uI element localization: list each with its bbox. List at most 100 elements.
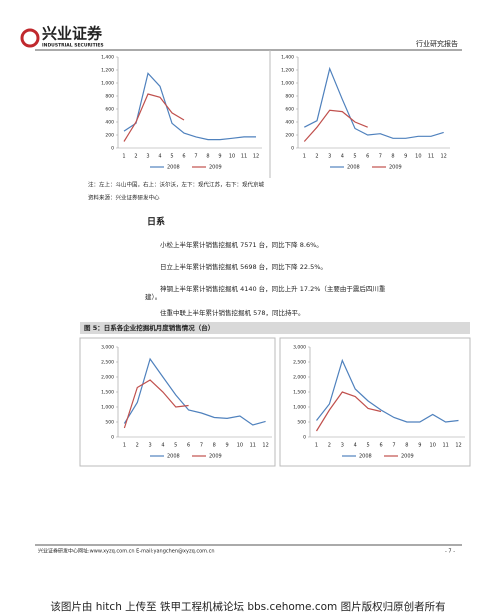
series-line (123, 357, 266, 426)
series-line (304, 66, 444, 139)
x-tick-label: 4 (354, 443, 357, 449)
logo-mark (20, 28, 40, 48)
y-tick-label: 200 (285, 133, 294, 139)
x-tick-label: 11 (428, 154, 434, 160)
report-type: 行业研究报告 (416, 39, 458, 48)
x-tick-label: 2 (136, 443, 139, 449)
x-tick-label: 2 (315, 154, 318, 160)
y-tick-label: 1,400 (101, 55, 114, 61)
x-tick-label: 10 (229, 154, 235, 160)
y-tick-label: 400 (105, 120, 114, 126)
x-tick-label: 8 (405, 443, 408, 449)
x-tick-label: 6 (379, 443, 382, 449)
x-tick-label: 10 (415, 154, 421, 160)
y-tick-label: 500 (105, 420, 114, 426)
y-tick-label: 2,500 (293, 360, 306, 366)
x-tick-label: 7 (194, 154, 197, 160)
x-tick-label: 9 (225, 443, 228, 449)
x-tick-label: 7 (379, 154, 382, 160)
y-tick-label: 1,000 (101, 81, 114, 87)
x-tick-label: 7 (200, 443, 203, 449)
x-tick-label: 6 (366, 154, 369, 160)
legend-label: 2009 (401, 454, 414, 460)
x-tick-label: 3 (341, 443, 344, 449)
y-tick-label: 2,000 (101, 375, 114, 381)
y-tick-label: 1,400 (281, 55, 294, 61)
x-tick-label: 12 (262, 443, 268, 449)
y-tick-label: 0 (303, 435, 306, 441)
x-tick-label: 2 (134, 154, 137, 160)
logo: 兴业证券 (42, 25, 103, 43)
paragraph-line: 住重中联上半年累计销售挖掘机 578，同比持平。 (160, 308, 304, 317)
y-tick-label: 0 (291, 146, 294, 152)
x-tick-label: 5 (170, 154, 173, 160)
x-tick-label: 4 (158, 154, 161, 160)
x-tick-label: 9 (218, 154, 221, 160)
x-tick-label: 4 (161, 443, 164, 449)
y-tick-label: 800 (105, 94, 114, 100)
y-tick-label: 1,500 (101, 390, 114, 396)
x-tick-label: 7 (392, 443, 395, 449)
x-tick-label: 10 (237, 443, 243, 449)
y-tick-label: 500 (297, 420, 306, 426)
x-tick-label: 5 (353, 154, 356, 160)
note: 注：左上：斗山中国，右上：沃尔沃，左下：现代江苏，右下：现代京城 (88, 181, 265, 189)
legend-label: 2009 (209, 165, 222, 171)
series-line (123, 93, 185, 142)
footer-contact: 兴业证券研发中心网址:www.xyzq.com.cn E-mail:yangch… (38, 548, 215, 555)
y-tick-label: 200 (105, 133, 114, 139)
x-tick-label: 5 (174, 443, 177, 449)
paragraph-line: 神钢上半年累计销售挖掘机 4140 台，同比上升 17.2%（主要由于震后四川重 (160, 284, 386, 293)
y-tick-label: 0 (111, 146, 114, 152)
legend-label: 2008 (167, 454, 180, 460)
paragraph-line: 建）。 (145, 292, 161, 301)
x-tick-label: 1 (122, 154, 125, 160)
y-tick-label: 600 (285, 107, 294, 113)
x-tick-label: 8 (391, 154, 394, 160)
chart-frame (79, 337, 276, 467)
legend-label: 2008 (167, 165, 180, 171)
x-tick-label: 6 (182, 154, 185, 160)
legend-label: 2008 (359, 454, 372, 460)
y-tick-label: 3,000 (101, 345, 114, 351)
y-tick-label: 1,200 (101, 68, 114, 74)
legend-label: 2009 (389, 165, 402, 171)
y-tick-label: 1,000 (293, 405, 306, 411)
x-tick-label: 10 (430, 443, 436, 449)
paragraph-line: 日立上半年累计销售挖掘机 5698 台，同比下降 22.5%。 (160, 262, 327, 271)
x-tick-label: 3 (148, 443, 151, 449)
x-tick-label: 11 (442, 443, 448, 449)
legend-label: 2009 (209, 454, 222, 460)
x-tick-label: 9 (404, 154, 407, 160)
x-tick-label: 3 (146, 154, 149, 160)
page-number: - 7 - (445, 549, 455, 555)
paragraph-line: 小松上半年累计销售挖掘机 7571 台，同比下降 8.6%。 (160, 240, 323, 249)
y-tick-label: 1,200 (281, 68, 294, 74)
y-tick-label: 400 (285, 120, 294, 126)
series-line (315, 391, 382, 432)
series-line (303, 109, 368, 142)
chart-frame (279, 337, 471, 467)
source: 资料来源：兴业证券研发中心 (88, 194, 160, 202)
x-tick-label: 1 (315, 443, 318, 449)
y-tick-label: 2,500 (101, 360, 114, 366)
x-tick-label: 1 (123, 443, 126, 449)
figure-bar (80, 322, 470, 334)
y-tick-label: 0 (111, 435, 114, 441)
y-tick-label: 1,000 (281, 81, 294, 87)
series-line (316, 358, 459, 423)
x-tick-label: 5 (367, 443, 370, 449)
x-tick-label: 6 (187, 443, 190, 449)
y-tick-label: 1,000 (101, 405, 114, 411)
y-tick-label: 2,000 (293, 375, 306, 381)
logo-en: INDUSTRIAL SECURITIES (42, 43, 104, 49)
y-tick-label: 3,000 (293, 345, 306, 351)
x-tick-label: 1 (303, 154, 306, 160)
x-tick-label: 8 (206, 154, 209, 160)
y-tick-label: 800 (285, 94, 294, 100)
x-tick-label: 9 (418, 443, 421, 449)
x-tick-label: 3 (328, 154, 331, 160)
series-line (123, 72, 256, 141)
x-tick-label: 12 (455, 443, 461, 449)
